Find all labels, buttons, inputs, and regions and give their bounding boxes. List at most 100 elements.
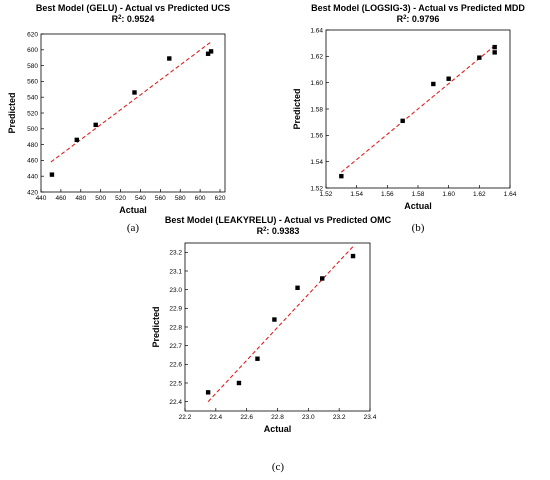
x-tick-label: 1.56 [381, 191, 394, 198]
data-point [208, 49, 214, 54]
x-tick-label: 500 [95, 195, 106, 202]
chart-title: Best Model (LOGSIG-3) - Actual vs Predic… [311, 3, 525, 13]
data-point [431, 81, 436, 87]
y-tick-label: 1.56 [310, 133, 323, 140]
x-tick-label: 480 [75, 195, 86, 202]
subtitle-prefix: R [257, 226, 264, 236]
y-tick-label: 500 [27, 126, 38, 133]
panel-label: (c) [272, 461, 285, 473]
fit-line [207, 244, 355, 403]
data-point [339, 173, 344, 179]
data-point [320, 276, 325, 281]
panel-label: (a) [127, 222, 140, 234]
data-point [74, 137, 80, 143]
y-tick-label: 23.0 [169, 287, 182, 294]
x-tick-label: 540 [135, 195, 146, 202]
y-tick-label: 22.7 [169, 343, 182, 350]
y-tick-label: 23.2 [169, 250, 182, 257]
subtitle-prefix: R [112, 14, 119, 24]
y-axis-label: Predicted [7, 92, 17, 133]
x-tick-label: 22.6 [240, 414, 253, 421]
x-tick-label: 1.58 [412, 191, 425, 198]
data-point [236, 380, 242, 386]
y-tick-label: 23.1 [169, 268, 182, 275]
x-axis-label: Actual [404, 201, 432, 211]
data-point [446, 76, 451, 81]
y-tick-label: 540 [27, 95, 38, 102]
y-tick-label: 22.4 [169, 399, 182, 406]
y-tick-label: 560 [27, 79, 38, 86]
subtitle-prefix: R [397, 14, 404, 24]
panel-label: (b) [412, 222, 425, 234]
x-tick-label: 620 [215, 195, 226, 202]
y-tick-label: 600 [27, 47, 38, 54]
x-tick-label: 520 [115, 195, 126, 202]
data-point [272, 317, 277, 322]
y-tick-label: 22.6 [169, 362, 182, 369]
x-tick-label: 1.52 [320, 191, 333, 198]
subtitle-superscript: 2 [403, 15, 407, 21]
x-axis-label: Actual [264, 424, 292, 434]
x-tick-label: 23.2 [333, 414, 346, 421]
plot-frame [40, 33, 226, 193]
x-tick-label: 23.0 [302, 414, 315, 421]
y-tick-label: 22.8 [169, 324, 182, 331]
chart-0: Best Model (GELU) - Actual vs Predicted … [7, 3, 230, 234]
y-tick-label: 480 [27, 142, 38, 149]
data-point [93, 122, 98, 128]
data-point [49, 172, 55, 177]
y-tick-label: 1.54 [310, 159, 323, 166]
x-tick-label: 1.60 [442, 191, 455, 198]
data-point [167, 56, 172, 61]
subtitle-value: : 0.9796 [406, 14, 439, 24]
data-point [477, 55, 482, 60]
x-tick-label: 460 [55, 195, 66, 202]
x-tick-label: 22.8 [271, 414, 284, 421]
x-tick-label: 1.64 [504, 191, 517, 198]
y-tick-label: 1.58 [310, 106, 323, 113]
subtitle-superscript: 2 [263, 227, 267, 233]
x-tick-label: 580 [175, 195, 186, 202]
subtitle-superscript: 2 [118, 15, 122, 21]
y-tick-label: 1.64 [310, 27, 323, 34]
x-tick-label: 440 [36, 195, 47, 202]
x-tick-label: 23.4 [364, 414, 377, 421]
chart-subtitle: R2: 0.9383 [257, 226, 300, 236]
y-tick-label: 22.9 [169, 306, 182, 313]
y-tick-label: 1.60 [310, 80, 323, 87]
x-tick-label: 22.4 [210, 414, 223, 421]
y-tick-label: 460 [27, 158, 38, 165]
data-point [350, 253, 356, 259]
y-tick-label: 1.62 [310, 54, 323, 61]
chart-subtitle: R2: 0.9524 [112, 14, 155, 24]
chart-title: Best Model (LEAKYRELU) - Actual vs Predi… [165, 215, 392, 225]
y-axis-label: Predicted [151, 306, 161, 347]
data-point [400, 118, 405, 124]
y-tick-label: 420 [27, 189, 38, 196]
fit-line [50, 40, 213, 163]
data-point [132, 90, 137, 95]
data-point [205, 51, 211, 56]
data-point [255, 356, 260, 361]
fit-line [340, 44, 497, 173]
chart-subtitle: R2: 0.9796 [397, 14, 440, 24]
chart-title: Best Model (GELU) - Actual vs Predicted … [36, 3, 230, 13]
x-tick-label: 600 [195, 195, 206, 202]
x-tick-label: 1.54 [350, 191, 363, 198]
data-point [492, 44, 497, 50]
y-tick-label: 440 [27, 174, 38, 181]
plot-frame [184, 242, 371, 412]
y-tick-label: 620 [27, 31, 38, 38]
chart-2: Best Model (LEAKYRELU) - Actual vs Predi… [151, 215, 392, 473]
x-tick-label: 22.2 [179, 414, 192, 421]
chart-1: Best Model (LOGSIG-3) - Actual vs Predic… [292, 3, 525, 234]
y-axis-label: Predicted [292, 88, 302, 129]
subtitle-value: : 0.9383 [266, 226, 299, 236]
data-point [295, 285, 300, 290]
x-axis-label: Actual [119, 205, 147, 215]
subtitle-value: : 0.9524 [121, 14, 154, 24]
y-tick-label: 520 [27, 110, 38, 117]
x-tick-label: 560 [155, 195, 166, 202]
data-point [492, 50, 497, 55]
